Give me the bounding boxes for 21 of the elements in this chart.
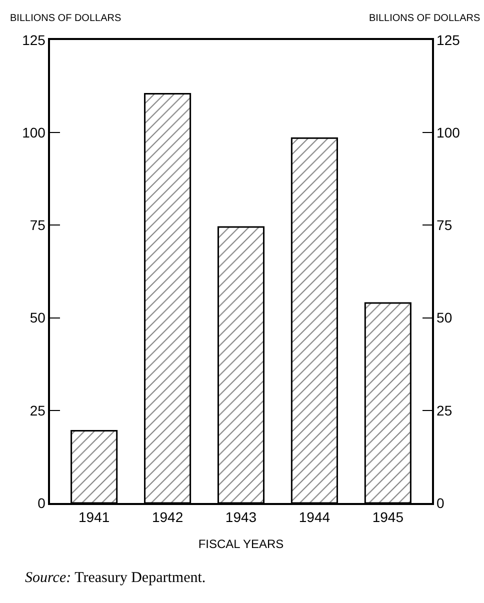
y-axis-title: BILLIONS OF DOLLARS	[10, 13, 122, 24]
y2-tick-label: 75	[436, 217, 452, 234]
source-note: Source: Treasury Department.	[25, 570, 206, 586]
y-tick-label: 125	[22, 32, 46, 48]
y-tick-label: 100	[22, 124, 46, 140]
y-tick-label: 0	[38, 494, 46, 511]
x-tick-label: 1943	[225, 508, 257, 525]
y2-tick-label: 50	[436, 310, 452, 326]
y-tick-label: 75	[30, 217, 46, 234]
x-axis-title: FISCAL YEARS	[198, 537, 284, 552]
x-tick-label: 1942	[152, 508, 184, 525]
x-tick-label: 1945	[372, 508, 404, 525]
y2-tick-label: 0	[436, 494, 445, 511]
y2-tick-label: 25	[436, 402, 452, 418]
y2-tick-label: 125	[436, 32, 460, 48]
y-tick-label: 50	[30, 310, 46, 326]
y2-axis-title: BILLIONS OF DOLLARS	[369, 13, 480, 24]
x-tick-label: 1941	[78, 508, 110, 525]
y-tick-label: 25	[30, 402, 46, 418]
y2-tick-label: 100	[436, 124, 460, 140]
x-tick-label: 1944	[298, 508, 330, 525]
